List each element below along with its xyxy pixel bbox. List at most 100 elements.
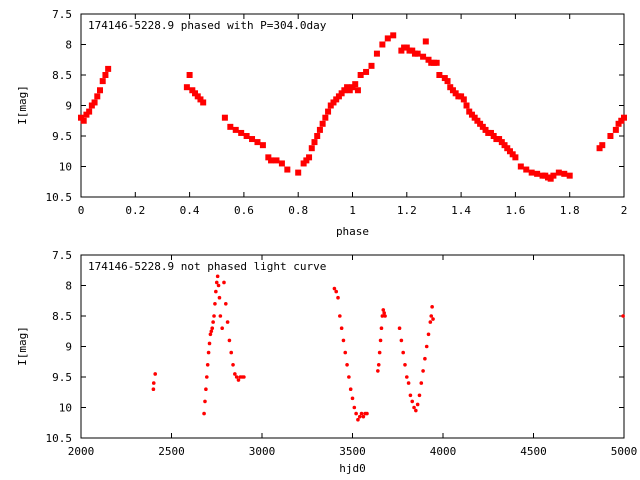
data-point (365, 411, 369, 416)
data-point (265, 154, 272, 161)
data-point (397, 326, 402, 331)
data-point (350, 396, 355, 401)
data-point (390, 32, 397, 39)
data-point (398, 47, 405, 54)
data-point (363, 68, 370, 75)
data-point (311, 139, 318, 146)
data-point (534, 170, 541, 177)
y-tick-label: 8.5 (52, 69, 72, 82)
data-point (194, 93, 201, 100)
data-point (433, 59, 440, 66)
data-point (183, 84, 190, 91)
x-tick-label: 0.4 (180, 204, 200, 217)
data-point (441, 75, 448, 82)
phased-light-curve-panel: 0 0.2 0.4 0.6 0.8 1 1.2 1.4 1.6 1.8 2 7.5 8 8.5 9 9.5 10… (16, 8, 627, 238)
x-tick-label: 1.4 (451, 204, 471, 217)
x-tick-label: 4000 (430, 445, 457, 458)
data-point (479, 123, 486, 130)
data-point (204, 387, 208, 392)
data-point (415, 402, 420, 407)
data-point (222, 280, 226, 285)
data-point (99, 78, 106, 85)
data-point (218, 314, 223, 318)
data-point (254, 139, 261, 146)
data-point (376, 369, 380, 373)
data-point (512, 154, 519, 161)
data-point (509, 151, 516, 158)
data-point (278, 160, 285, 167)
data-point (102, 72, 109, 78)
data-point (379, 326, 384, 331)
data-point (444, 78, 451, 85)
y-tick-label: 7.5 (52, 249, 72, 262)
data-point (344, 84, 351, 91)
data-point (436, 72, 443, 78)
data-point (214, 280, 219, 285)
data-point (410, 399, 415, 404)
y-tick-label: 7.5 (52, 8, 72, 21)
data-point (425, 56, 432, 63)
data-point (354, 87, 361, 94)
data-point (341, 338, 346, 343)
data-point (430, 305, 434, 309)
x-tick-label: 3000 (249, 445, 276, 458)
data-point (97, 87, 104, 94)
data-point (347, 375, 351, 379)
data-point (490, 133, 497, 139)
data-point (424, 344, 429, 349)
plot-frame (80, 254, 625, 439)
data-point (408, 393, 413, 398)
data-point (335, 93, 342, 100)
data-point (105, 65, 112, 72)
data-point (618, 117, 625, 124)
x-tick-label: 0.8 (288, 204, 308, 217)
data-point (428, 320, 433, 324)
data-point (206, 350, 211, 355)
data-point (607, 133, 614, 139)
data-point (460, 96, 467, 103)
x-tick-label: 3500 (339, 445, 366, 458)
data-point (401, 350, 405, 355)
data-point (423, 356, 427, 361)
y-tick-label: 8.5 (52, 310, 72, 323)
data-point (417, 393, 422, 398)
data-point (403, 44, 410, 51)
data-point (349, 84, 356, 91)
data-point (78, 114, 84, 121)
data-point (216, 283, 221, 288)
data-point (555, 169, 562, 176)
data-point (242, 375, 246, 379)
data-point (474, 117, 481, 124)
data-point (380, 314, 385, 318)
data-point (336, 295, 340, 300)
data-point (477, 120, 484, 127)
data-point (205, 363, 210, 367)
data-point (268, 157, 275, 164)
data-point (338, 90, 345, 97)
data-point (80, 117, 87, 124)
data-point (186, 72, 193, 78)
data-point (153, 372, 158, 376)
data-point (234, 375, 239, 379)
data-point (327, 102, 334, 109)
data-point (376, 363, 381, 367)
data-point (379, 41, 386, 48)
data-point (501, 142, 508, 149)
data-point (221, 114, 228, 121)
data-point (243, 133, 250, 139)
data-point (463, 102, 470, 109)
data-point (339, 326, 344, 331)
data-point (284, 166, 291, 173)
x-axis-label: hjd0 (339, 462, 366, 475)
x-tick-label: 0 (78, 204, 85, 217)
data-point (405, 375, 409, 379)
x-tick-label: 5000 (611, 445, 638, 458)
data-point (561, 170, 568, 177)
data-point (189, 87, 196, 94)
data-point (468, 111, 475, 118)
data-point (83, 111, 90, 118)
data-point (308, 145, 315, 152)
data-point (94, 93, 101, 100)
x-tick-label: 1.8 (560, 204, 580, 217)
